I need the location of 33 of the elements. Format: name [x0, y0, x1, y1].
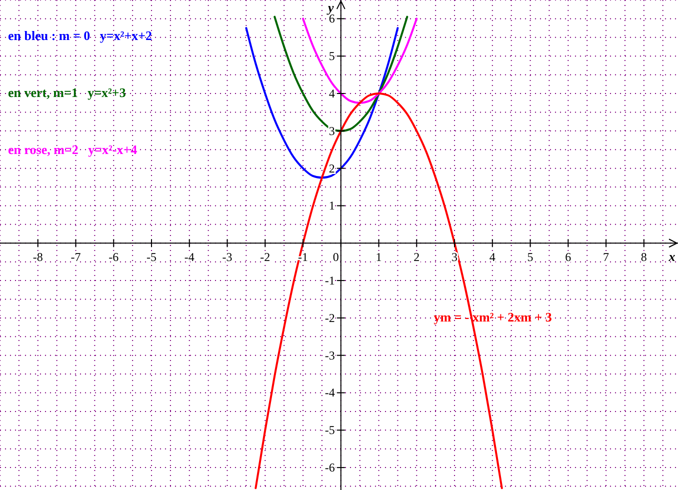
x-tick-label: 8	[640, 250, 647, 264]
x-tick-label: -2	[260, 250, 270, 264]
x-tick-label: 3	[452, 250, 458, 264]
y-tick-label: 4	[328, 86, 335, 101]
x-tick-label: -7	[70, 250, 81, 264]
y-tick-label: -2	[324, 310, 335, 325]
x-tick-label: -4	[184, 250, 194, 264]
x-tick-label: 7	[603, 250, 610, 264]
y-tick-label: -5	[324, 423, 335, 438]
x-tick-label: 2	[414, 250, 420, 264]
y-tick-label: -1	[324, 274, 335, 288]
x-tick-label: -3	[222, 250, 232, 264]
text: en rose, m=2 y=x²-x+4	[8, 142, 138, 157]
x-axis-title: x	[668, 249, 676, 264]
x-tick-label: -5	[146, 250, 157, 264]
line-series	[245, 27, 399, 179]
y-axis-title: y	[326, 0, 334, 15]
y-tick-label: 5	[328, 49, 335, 64]
y-tick-label: 2	[328, 161, 335, 176]
y-tick-label: -3	[324, 348, 335, 362]
y-tick-label: -6	[324, 460, 335, 475]
series-label: ym = - xm² + 2xm + 3	[434, 310, 552, 325]
x-tick-label: 4	[489, 250, 496, 264]
x-tick-label: 5	[527, 250, 534, 264]
y-tick-label: 1	[328, 198, 335, 213]
x-tick-label: -6	[108, 250, 119, 264]
x-tick-label: -8	[32, 250, 43, 264]
x-tick-label: 6	[565, 250, 572, 264]
x-tick-label: 0	[332, 250, 339, 264]
text: en vert, m=1 y=x²+3	[8, 85, 126, 100]
y-tick-label: -4	[324, 386, 335, 400]
text: en bleu : m = 0 y=x²+x+2	[8, 28, 152, 43]
x-tick-label: 1	[376, 250, 382, 264]
